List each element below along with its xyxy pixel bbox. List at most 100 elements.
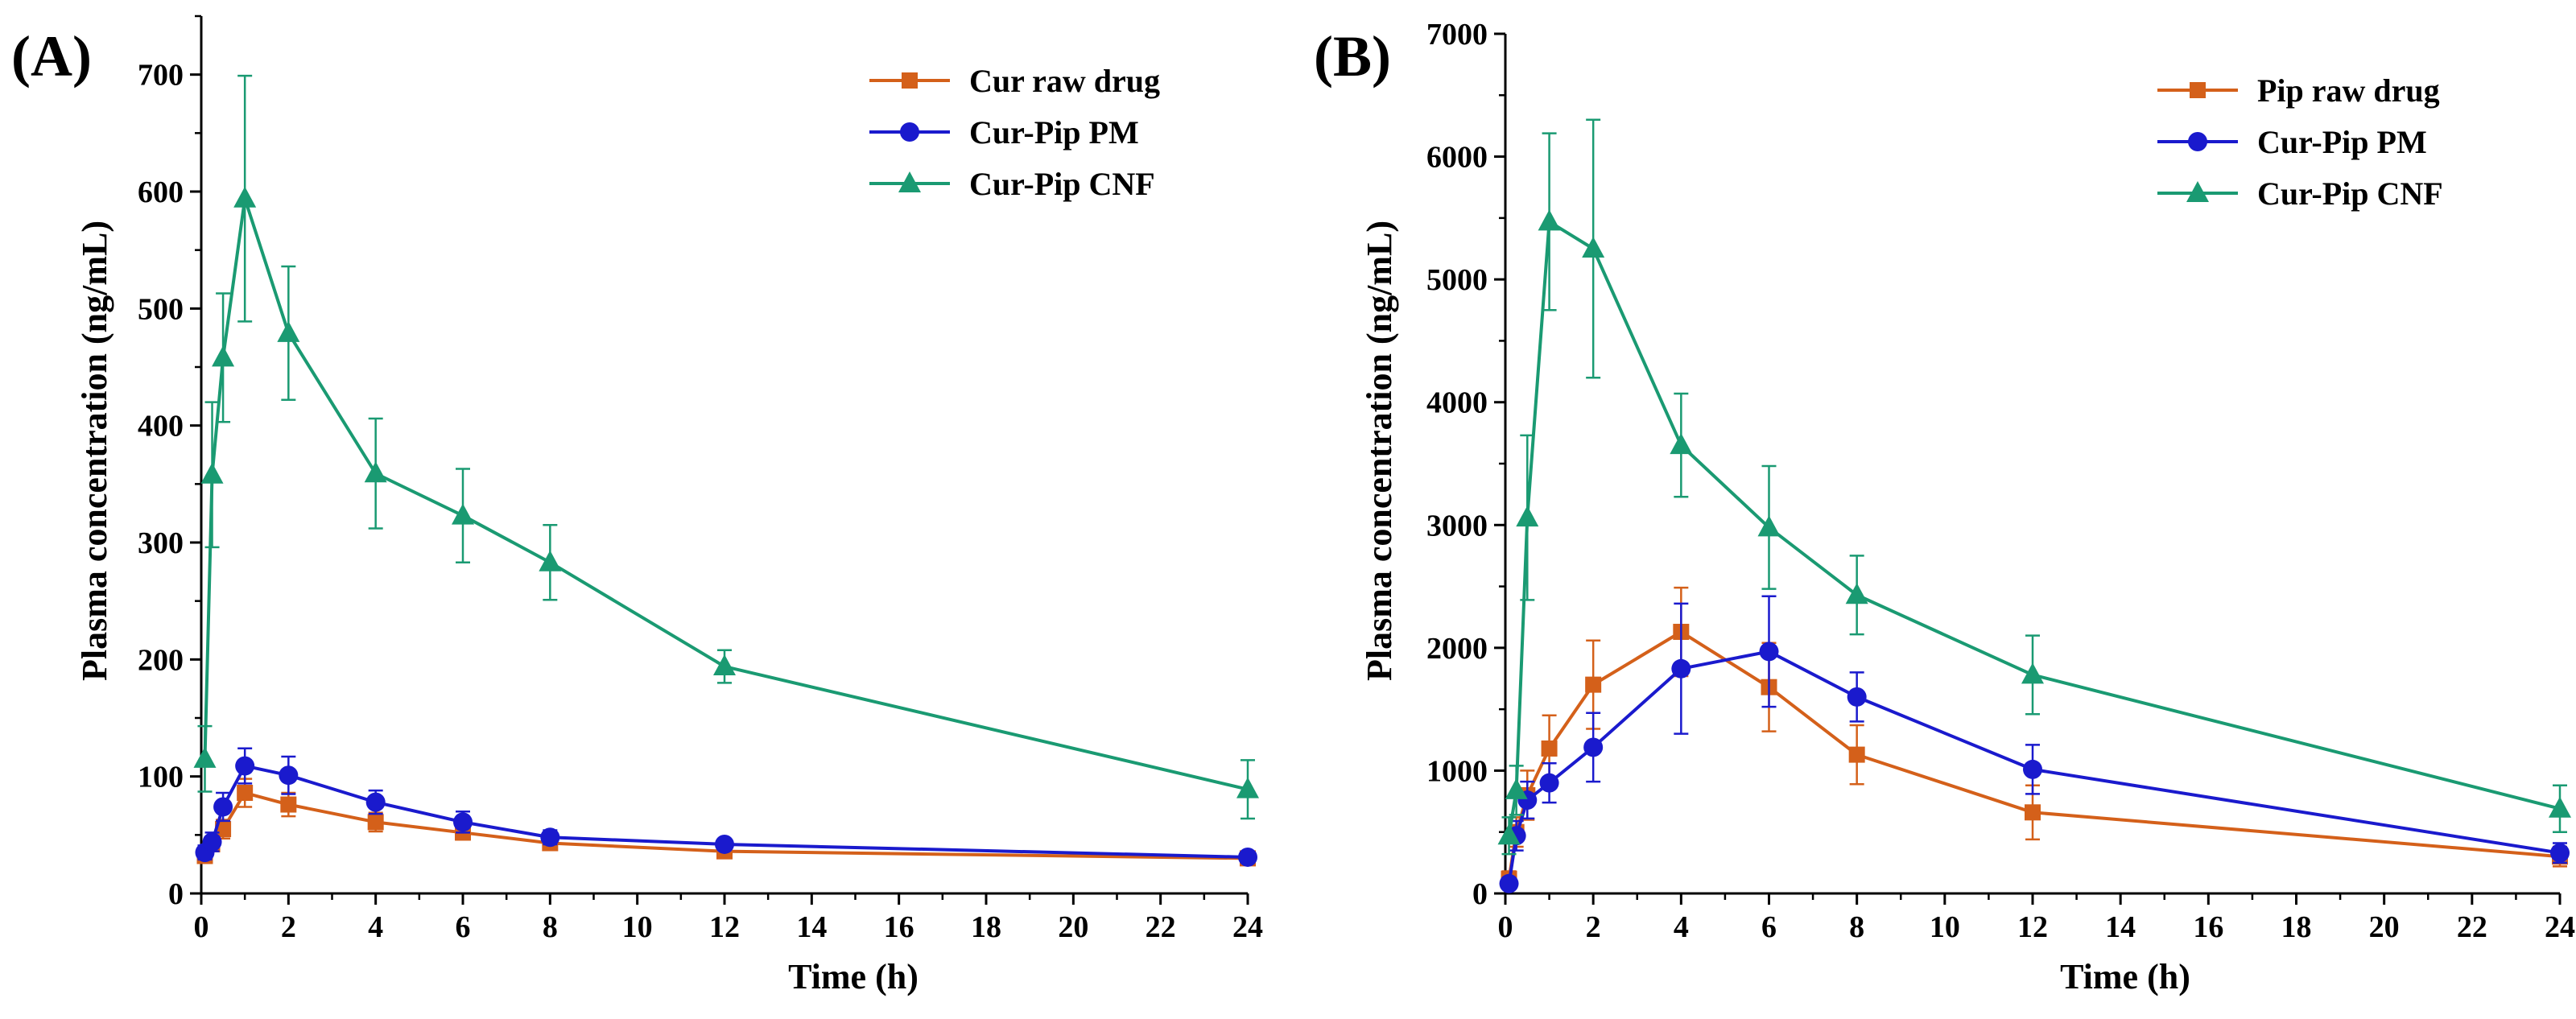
data-point	[1848, 746, 1865, 763]
panel-a-x-tick-label: 24	[1232, 910, 1263, 944]
panel-a-legend-item: Cur raw drug	[869, 63, 1160, 99]
data-point	[453, 812, 473, 832]
panel-b-legend: Pip raw drug Cur-Pip PM Cur-Pip CNF	[2157, 72, 2443, 212]
panel-b: (B) 0 2 4 6 8 10 12 14 16 18 20 22 24010002000300040…	[1314, 18, 2575, 996]
data-point	[213, 797, 233, 817]
panel-a-y-tick-label: 600	[138, 175, 184, 209]
data-point	[237, 785, 254, 802]
series-line	[1507, 220, 2561, 836]
data-point	[2549, 796, 2571, 818]
data-point	[540, 827, 560, 848]
panel-a-x-tick-label: 20	[1058, 910, 1088, 944]
panel-a-y-tick-label: 700	[138, 59, 184, 93]
panel-a-series-3	[193, 74, 1259, 820]
data-point	[1759, 642, 1779, 662]
data-point	[1236, 777, 1259, 798]
data-point	[212, 345, 235, 367]
panel-b-series-2	[1499, 595, 2570, 893]
panel-a-axes: 0 2 4 6 8 10 12 14 16 18 20 22 240100200300400500600…	[138, 14, 1263, 944]
legend-marker	[900, 122, 919, 142]
panel-a-x-tick-label: 16	[884, 910, 914, 944]
panel-b-x-tick-label: 22	[2457, 910, 2487, 944]
panel-b-x-tick-label: 20	[2369, 910, 2400, 944]
data-point	[539, 550, 562, 571]
panel-b-legend-item: Cur-Pip CNF	[2157, 175, 2443, 212]
panel-b-x-tick-label: 8	[1849, 910, 1864, 944]
panel-a: (A) 0 2 4 6 8 10 12 14 16 18 20 22 24010020030040050…	[11, 14, 1263, 996]
data-point	[277, 320, 300, 342]
panel-b-y-tick-label: 1000	[1426, 754, 1488, 788]
panel-b-plot-area	[1497, 118, 2571, 893]
data-point	[202, 832, 222, 852]
panel-b-x-tick-label: 12	[2017, 910, 2048, 944]
panel-a-y-tick-label: 300	[138, 526, 184, 560]
panel-a-plot-area	[193, 74, 1259, 867]
panel-b-x-tick-label: 24	[2545, 910, 2575, 944]
data-point	[1238, 847, 1257, 867]
series-line	[203, 196, 1249, 791]
data-point	[1847, 687, 1867, 707]
panel-b-x-tick-label: 0	[1498, 910, 1513, 944]
panel-b-y-tick-label: 7000	[1426, 18, 1488, 52]
data-point	[235, 756, 255, 776]
panel-b-x-axis-title: Time (h)	[2060, 957, 2190, 996]
panel-b-series-3	[1497, 118, 2571, 856]
legend-label: Pip raw drug	[2257, 72, 2440, 109]
data-point	[715, 834, 734, 854]
panel-a-y-tick-label: 0	[168, 877, 184, 911]
data-point	[1670, 433, 1693, 455]
panel-a-legend-item: Cur-Pip PM	[869, 114, 1139, 151]
panel-a-series-2	[195, 747, 1257, 867]
panel-a-legend-item: Cur-Pip CNF	[869, 166, 1155, 202]
panel-b-y-tick-label: 2000	[1426, 632, 1488, 666]
panel-b-y-tick-label: 5000	[1426, 263, 1488, 297]
panel-b-y-tick-label: 0	[1472, 877, 1488, 911]
panel-a-x-axis-title: Time (h)	[788, 957, 919, 996]
data-point	[713, 654, 736, 676]
data-point	[1538, 209, 1561, 231]
data-point	[233, 186, 257, 208]
legend-marker	[2190, 82, 2206, 98]
panel-a-x-tick-label: 14	[796, 910, 827, 944]
legend-marker	[902, 72, 918, 89]
data-point	[1757, 515, 1781, 537]
panel-a-y-tick-label: 500	[138, 292, 184, 326]
panel-b-y-tick-label: 3000	[1426, 509, 1488, 543]
data-point	[364, 461, 387, 483]
series-line	[203, 764, 1249, 859]
data-point	[1516, 505, 1539, 527]
data-point	[2550, 843, 2570, 863]
panel-a-x-tick-label: 6	[456, 910, 471, 944]
panel-b-x-tick-label: 14	[2105, 910, 2136, 944]
panel-b-y-tick-label: 6000	[1426, 141, 1488, 175]
panel-a-x-tick-label: 12	[709, 910, 740, 944]
legend-marker	[2186, 181, 2209, 202]
data-point	[1539, 773, 1559, 793]
panel-a-y-tick-label: 400	[138, 410, 184, 443]
panel-b-x-tick-label: 18	[2281, 910, 2312, 944]
panel-b-legend-item: Cur-Pip PM	[2157, 124, 2427, 160]
data-point	[1541, 740, 1558, 757]
panel-a-x-tick-label: 10	[622, 910, 653, 944]
panel-b-legend-item: Pip raw drug	[2157, 72, 2440, 109]
series-line	[1507, 650, 2561, 885]
data-point	[367, 814, 384, 831]
panel-a-x-tick-label: 2	[281, 910, 296, 944]
panel-b-x-tick-label: 4	[1674, 910, 1689, 944]
panel-b-x-tick-label: 10	[1930, 910, 1960, 944]
panel-a-label: (A)	[11, 24, 92, 89]
panel-b-x-tick-label: 2	[1586, 910, 1601, 944]
data-point	[1499, 873, 1519, 893]
legend-label: Cur-Pip CNF	[2257, 175, 2443, 212]
data-point	[279, 765, 299, 786]
legend-label: Cur raw drug	[969, 63, 1160, 99]
panel-a-y-tick-label: 200	[138, 643, 184, 677]
legend-marker	[2188, 132, 2207, 151]
panel-b-axes: 0 2 4 6 8 10 12 14 16 18 20 22 240100020003000400050…	[1426, 18, 2575, 944]
legend-label: Cur-Pip PM	[969, 114, 1139, 151]
panel-a-x-tick-label: 18	[971, 910, 1001, 944]
data-point	[365, 792, 386, 812]
panel-b-label: (B)	[1314, 24, 1391, 89]
